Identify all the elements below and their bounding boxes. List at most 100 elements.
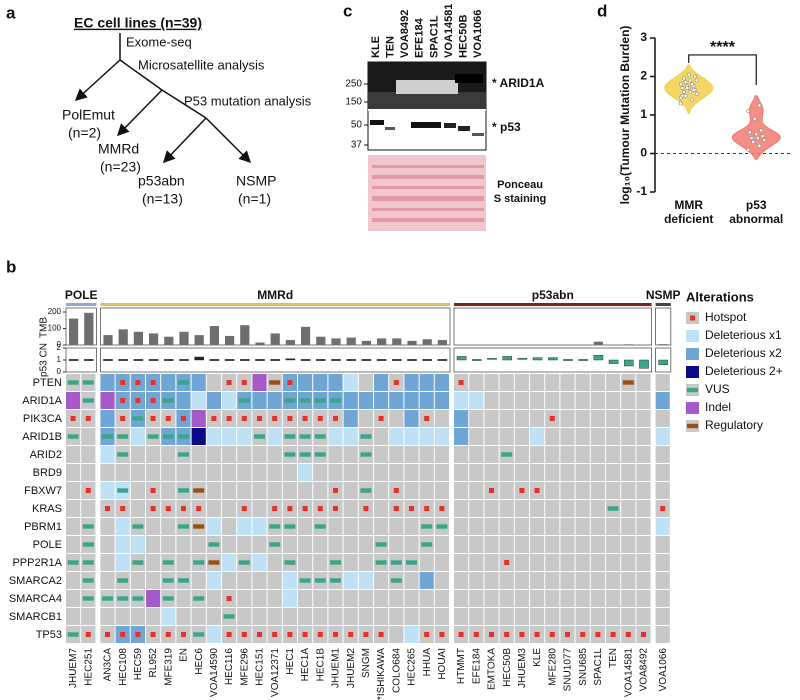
alteration-mark	[238, 398, 250, 403]
cell	[469, 374, 484, 391]
cell	[374, 572, 389, 589]
panel-a: a EC cell lines (n=39) Exome-seq Microsa…	[6, 3, 312, 206]
cell	[252, 464, 267, 481]
lane-label: VOA1066	[472, 10, 484, 58]
data-point	[749, 136, 754, 141]
cell	[328, 590, 343, 607]
cell	[590, 500, 605, 517]
cell	[636, 464, 651, 481]
alteration-mark	[439, 632, 445, 637]
cell	[130, 500, 145, 517]
cell	[206, 464, 221, 481]
cell	[575, 374, 590, 391]
cell	[343, 464, 358, 481]
cell	[176, 590, 191, 607]
cell	[606, 464, 621, 481]
cell	[100, 410, 115, 427]
alteration-mark	[360, 434, 372, 439]
alteration-mark	[272, 506, 278, 511]
cell	[206, 608, 221, 625]
edge-label: Microsatellite analysis	[138, 57, 265, 72]
data-point	[694, 78, 699, 83]
data-point	[690, 97, 694, 102]
tmb-bar	[346, 337, 356, 345]
alteration-mark	[150, 488, 156, 493]
cell	[606, 446, 621, 463]
cell	[161, 464, 176, 481]
cell	[560, 374, 575, 391]
alteration-mark	[378, 632, 384, 637]
cell	[560, 536, 575, 553]
cell	[282, 590, 297, 607]
cell	[206, 590, 221, 607]
alteration-mark	[105, 506, 110, 511]
data-point	[688, 90, 693, 94]
cell	[66, 518, 81, 535]
tmb-bar	[179, 331, 189, 345]
alteration-mark	[473, 632, 479, 637]
cn-bar	[68, 359, 79, 361]
alteration-mark	[534, 488, 540, 493]
cell	[343, 536, 358, 553]
alteration-mark	[208, 560, 220, 565]
legend-swatch	[686, 348, 699, 360]
cell	[374, 374, 389, 391]
alteration-mark	[299, 452, 311, 457]
alteration-mark	[120, 398, 126, 403]
cell	[130, 446, 145, 463]
cell	[655, 554, 670, 571]
cell	[66, 590, 81, 607]
gene-label: ARID2	[30, 449, 62, 461]
cell	[575, 410, 590, 427]
cell	[161, 446, 176, 463]
edge	[119, 59, 163, 91]
cell	[514, 374, 529, 391]
cell	[484, 446, 499, 463]
alteration-mark	[302, 506, 308, 511]
cell	[484, 536, 499, 553]
cell	[81, 428, 96, 445]
cell	[146, 518, 161, 535]
legend-swatch-mark	[690, 315, 695, 321]
cell	[161, 608, 176, 625]
cell	[206, 392, 221, 409]
tmb-bar	[209, 326, 219, 345]
cell	[252, 518, 267, 535]
cell	[328, 518, 343, 535]
cn-bar	[361, 359, 372, 361]
cell	[514, 428, 529, 445]
gene-label: ARID1B	[22, 431, 62, 443]
cell	[358, 590, 373, 607]
cell	[404, 410, 419, 427]
cell	[419, 572, 434, 589]
tmb-tick-label: 200	[48, 307, 62, 316]
cell	[499, 392, 514, 409]
cell-line-label: HTMMT	[456, 648, 467, 684]
cn-bar	[300, 359, 311, 361]
alteration-mark	[421, 524, 433, 529]
alteration-mark	[178, 434, 189, 439]
cell	[206, 500, 221, 517]
cell-line-label: HEC59	[133, 648, 144, 681]
cell	[267, 482, 282, 499]
cell	[484, 590, 499, 607]
cell	[575, 428, 590, 445]
marker-label: 50	[351, 120, 363, 131]
alteration-mark	[150, 506, 156, 511]
legend-label: Hotspot	[705, 310, 747, 324]
cell	[621, 536, 636, 553]
alteration-mark	[82, 380, 94, 385]
cell	[606, 536, 621, 553]
alteration-mark	[393, 506, 399, 511]
cell	[530, 428, 545, 445]
cell	[267, 392, 282, 409]
alteration-mark	[302, 416, 308, 421]
cn-bar	[563, 359, 573, 361]
cell	[81, 608, 96, 625]
cell	[514, 464, 529, 481]
cell	[146, 608, 161, 625]
cell-line-label: KLE	[532, 648, 543, 667]
alteration-mark	[178, 578, 189, 583]
cell	[176, 608, 191, 625]
cn-label: p53 CN	[39, 343, 50, 377]
